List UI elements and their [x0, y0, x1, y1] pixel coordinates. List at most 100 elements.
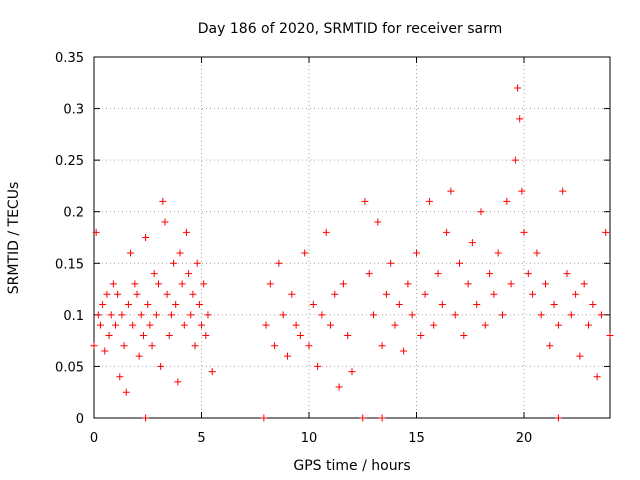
data-point — [318, 311, 326, 319]
y-tick-label: 0.2 — [63, 206, 84, 221]
data-point — [507, 280, 515, 288]
data-point — [378, 414, 386, 422]
data-point — [348, 368, 356, 376]
data-point — [511, 156, 519, 164]
data-point — [451, 311, 459, 319]
data-point — [127, 249, 135, 257]
data-point — [430, 321, 438, 329]
data-point — [425, 197, 433, 205]
data-point — [150, 270, 158, 278]
data-point — [576, 352, 584, 360]
data-point — [408, 311, 416, 319]
data-point — [572, 290, 580, 298]
data-point — [370, 311, 377, 319]
data-point — [514, 84, 522, 92]
data-point — [494, 249, 502, 257]
y-tick-label: 0.35 — [55, 51, 84, 66]
data-point — [314, 362, 322, 370]
data-point — [90, 342, 98, 350]
data-point — [180, 321, 188, 329]
data-point — [580, 280, 588, 288]
data-point — [129, 321, 137, 329]
data-point — [339, 280, 347, 288]
data-point — [490, 290, 498, 298]
data-point — [174, 378, 182, 386]
data-point — [468, 239, 476, 247]
data-point — [391, 321, 399, 329]
data-point — [161, 218, 169, 226]
data-point — [395, 301, 403, 309]
x-tick-label: 10 — [301, 431, 318, 446]
data-point — [486, 270, 494, 278]
data-point — [520, 228, 528, 236]
data-point — [105, 331, 113, 339]
data-point — [187, 311, 195, 319]
data-point — [359, 414, 367, 422]
x-tick-label: 0 — [90, 431, 98, 446]
data-point — [92, 228, 100, 236]
data-point — [101, 347, 109, 355]
data-point — [266, 280, 274, 288]
data-point — [550, 301, 558, 309]
data-point — [309, 301, 317, 309]
data-point — [275, 259, 283, 267]
data-point — [279, 311, 287, 319]
data-point — [524, 270, 532, 278]
data-point — [204, 311, 212, 319]
data-point — [602, 228, 610, 236]
data-point — [142, 414, 150, 422]
data-point — [191, 342, 199, 350]
data-point — [365, 270, 373, 278]
data-point — [593, 373, 601, 381]
data-point — [382, 290, 390, 298]
data-point — [193, 259, 201, 267]
data-point — [292, 321, 300, 329]
data-point — [537, 311, 545, 319]
data-point — [116, 373, 124, 381]
data-point — [554, 321, 562, 329]
data-point — [133, 290, 141, 298]
data-point — [361, 197, 369, 205]
data-point — [518, 187, 526, 195]
data-point — [378, 342, 386, 350]
data-point — [542, 280, 549, 288]
data-point — [589, 301, 597, 309]
data-point — [404, 280, 412, 288]
data-point — [159, 197, 167, 205]
data-point — [481, 321, 489, 329]
data-point — [374, 218, 382, 226]
data-point — [114, 290, 122, 298]
data-point — [165, 331, 173, 339]
data-point — [529, 290, 537, 298]
data-point — [322, 228, 330, 236]
data-point — [202, 331, 210, 339]
data-point — [185, 270, 193, 278]
data-point — [260, 414, 268, 422]
plot-area-frame — [93, 56, 611, 419]
data-point — [597, 311, 605, 319]
x-tick-label: 5 — [197, 431, 205, 446]
chart-title: Day 186 of 2020, SRMTID for receiver sar… — [198, 21, 502, 37]
y-axis-ticks: 0 0.05 0.1 0.15 0.2 0.25 0.3 0.35 — [55, 51, 610, 427]
data-point — [182, 228, 190, 236]
data-point — [99, 301, 107, 309]
data-point — [417, 331, 425, 339]
data-point — [271, 342, 279, 350]
data-point — [305, 342, 313, 350]
data-point — [170, 259, 178, 267]
data-point — [157, 362, 165, 370]
data-point — [200, 280, 208, 288]
data-point — [163, 290, 171, 298]
data-point — [288, 290, 296, 298]
data-point — [301, 249, 309, 257]
data-point — [516, 115, 524, 123]
data-point — [477, 208, 485, 216]
data-point — [456, 259, 463, 267]
y-tick-label: 0.25 — [55, 154, 84, 169]
data-point — [499, 311, 506, 319]
data-point — [208, 368, 216, 376]
data-point — [167, 311, 175, 319]
data-point — [144, 301, 152, 309]
